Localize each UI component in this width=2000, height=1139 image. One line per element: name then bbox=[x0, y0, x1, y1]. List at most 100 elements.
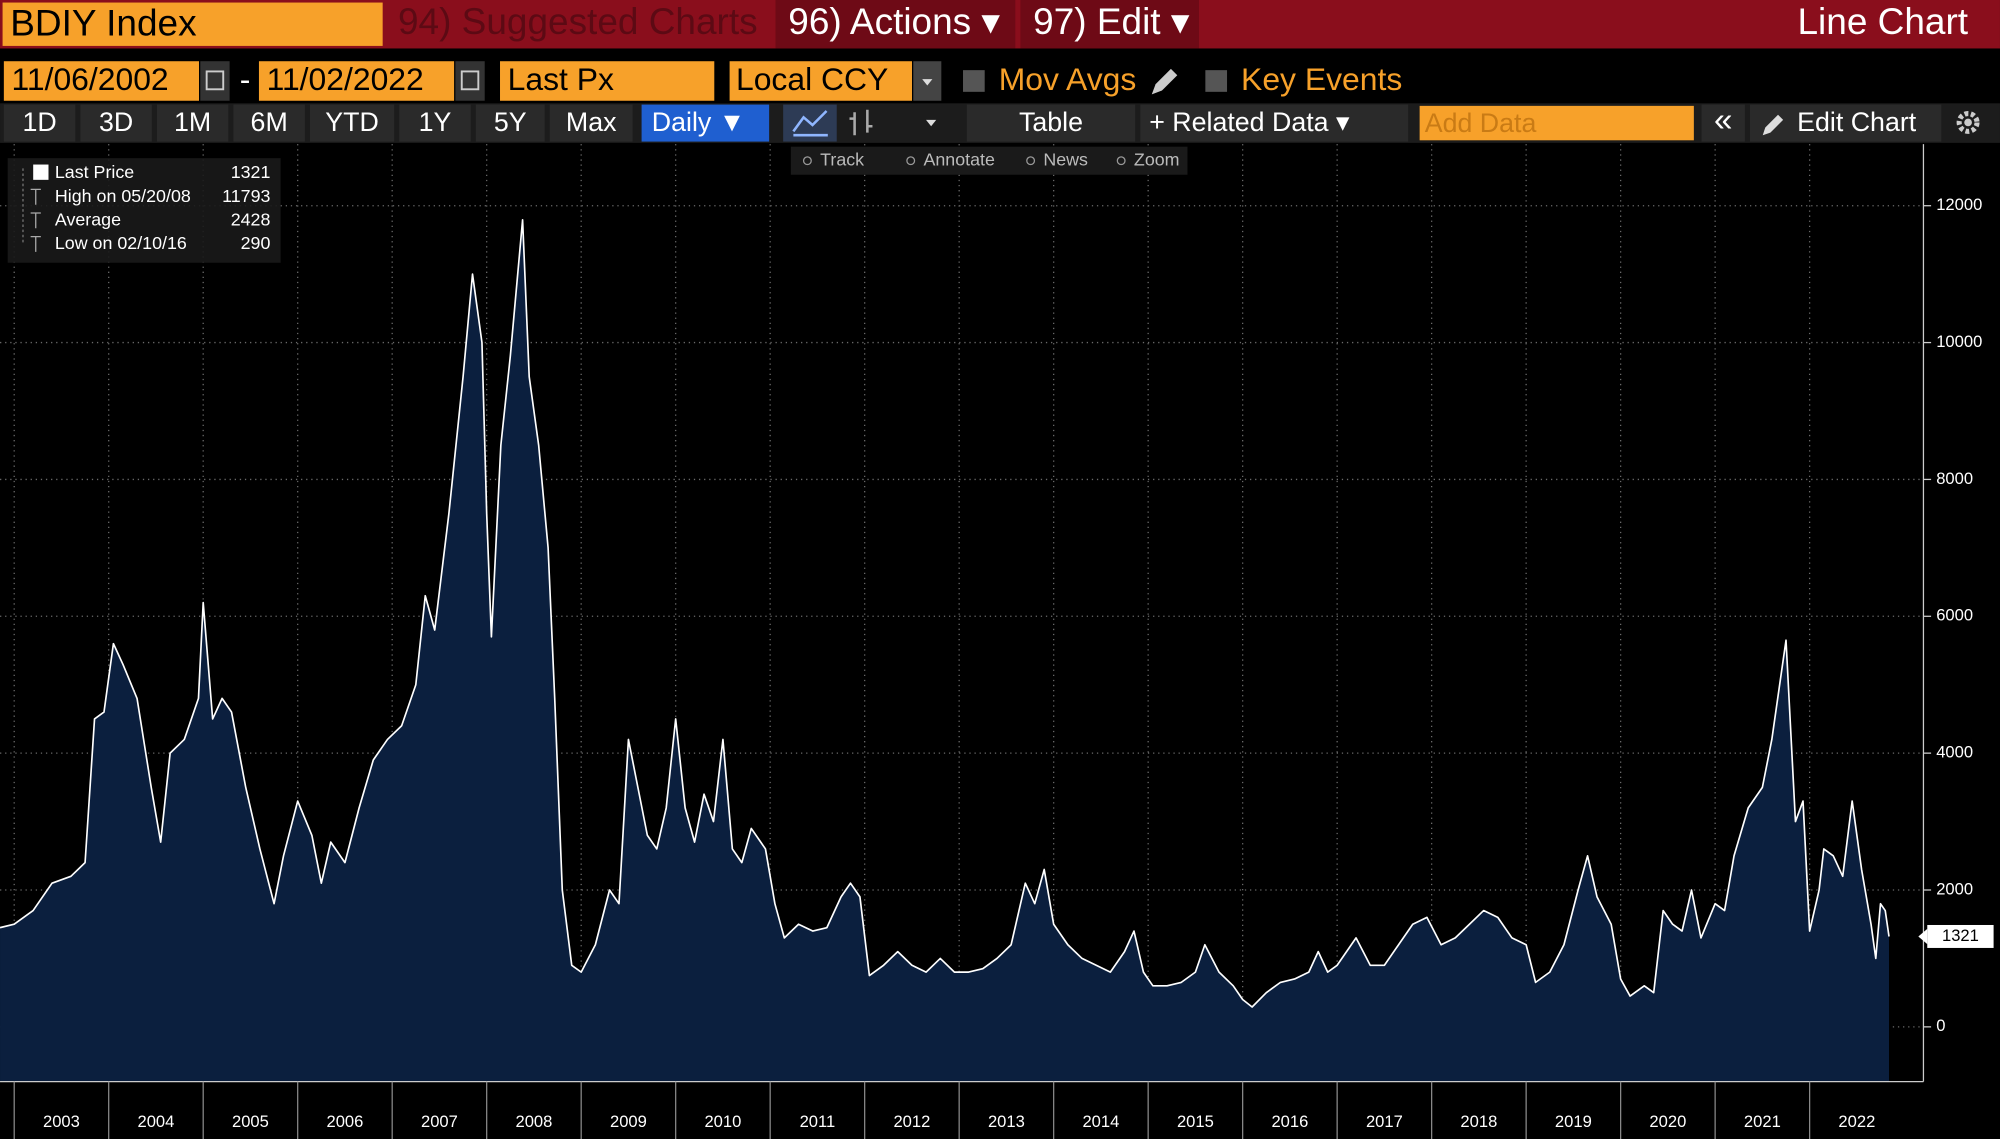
tool-label[interactable]: Track bbox=[820, 149, 864, 169]
period-label[interactable]: 6M bbox=[251, 107, 288, 137]
dropdown-arrow bbox=[922, 79, 933, 86]
view-title: Line Chart bbox=[1798, 1, 1969, 42]
chart-tools: Track Annotate News Zoom bbox=[802, 149, 1180, 169]
x-tick-label: 2021 bbox=[1744, 1112, 1781, 1131]
legend-label: Average bbox=[55, 209, 121, 229]
period-label[interactable]: 3D bbox=[99, 107, 133, 137]
period-button[interactable] bbox=[3, 104, 76, 142]
x-tick-label: 2011 bbox=[800, 1112, 836, 1131]
dropdown-arrow[interactable] bbox=[926, 119, 937, 127]
frequency[interactable]: Daily ▼ bbox=[652, 107, 745, 137]
legend-label: Last Price bbox=[55, 162, 134, 182]
add-data-placeholder[interactable]: Add Data bbox=[1425, 108, 1537, 138]
x-tick-label: 2015 bbox=[1177, 1112, 1214, 1131]
x-tick-label: 2005 bbox=[232, 1112, 269, 1131]
calendar-button[interactable] bbox=[455, 61, 485, 101]
period-button[interactable] bbox=[233, 104, 305, 142]
period-button[interactable] bbox=[156, 104, 229, 142]
collapse[interactable]: « bbox=[1714, 102, 1732, 139]
ticker-box[interactable] bbox=[2, 2, 383, 46]
legend-value: 1321 bbox=[231, 162, 271, 182]
period-button[interactable] bbox=[309, 104, 395, 142]
y-tick-label: 2000 bbox=[1936, 879, 1973, 898]
calendar-button[interactable] bbox=[200, 61, 230, 101]
legend-icon bbox=[30, 188, 41, 205]
start-date-box[interactable] bbox=[3, 61, 200, 101]
tool-icon[interactable] bbox=[906, 156, 916, 166]
legend: Last Price 1321 High on 05/20/08 11793 Avera… bbox=[22, 162, 271, 253]
x-tick-label: 2004 bbox=[138, 1112, 175, 1131]
tool-icon[interactable] bbox=[802, 156, 812, 166]
mov-avgs-checkbox[interactable] bbox=[963, 70, 985, 92]
legend-value: 2428 bbox=[231, 209, 271, 229]
tool-label[interactable]: Zoom bbox=[1134, 149, 1180, 169]
period-button[interactable] bbox=[80, 104, 152, 142]
period-label[interactable]: 1M bbox=[174, 107, 211, 137]
x-tick-label: 2006 bbox=[326, 1112, 363, 1131]
x-tick-label: 2019 bbox=[1555, 1112, 1592, 1131]
y-tick-label: 0 bbox=[1936, 1016, 1945, 1035]
period-button[interactable] bbox=[475, 104, 545, 142]
edit-chart[interactable]: Edit Chart bbox=[1797, 107, 1917, 137]
menu-actions[interactable]: 96) Actions ▾ bbox=[788, 1, 1000, 42]
period-button[interactable] bbox=[549, 104, 633, 142]
area-fill bbox=[0, 219, 1890, 1082]
x-tick-label: 2007 bbox=[421, 1112, 458, 1131]
tool-label[interactable]: News bbox=[1043, 149, 1088, 169]
x-tick-label: 2009 bbox=[610, 1112, 647, 1131]
legend-icon bbox=[30, 212, 41, 229]
currency-box[interactable] bbox=[729, 61, 912, 101]
ticker[interactable]: BDIY Index bbox=[10, 2, 197, 43]
legend-swatch bbox=[33, 164, 49, 180]
settings-icon[interactable] bbox=[1956, 110, 1980, 134]
add-data-input[interactable] bbox=[1419, 105, 1694, 141]
legend-label: High on 05/20/08 bbox=[55, 186, 191, 206]
period-button[interactable] bbox=[399, 104, 471, 142]
period-label[interactable]: 1D bbox=[22, 107, 56, 137]
key-events[interactable]: Key Events bbox=[1241, 61, 1402, 97]
period-buttons: 1D 3D 1M 6M YTD 1Y 5Y Max bbox=[3, 104, 633, 142]
last-value-tag-box bbox=[1927, 924, 1994, 948]
table[interactable]: Table bbox=[1019, 107, 1083, 137]
period-label[interactable]: Max bbox=[566, 107, 617, 137]
end-date[interactable]: 11/02/2022 bbox=[267, 61, 424, 97]
pencil-icon[interactable] bbox=[1151, 68, 1178, 95]
start-date[interactable]: 11/06/2002 bbox=[12, 61, 169, 97]
period-label[interactable]: 5Y bbox=[494, 107, 527, 137]
legend-value: 11793 bbox=[222, 186, 270, 206]
menu-edit-box[interactable] bbox=[1020, 0, 1199, 49]
x-tick-label: 2013 bbox=[988, 1112, 1025, 1131]
y-tick-label: 10000 bbox=[1936, 332, 1982, 351]
settings-icon-center bbox=[1964, 118, 1972, 127]
tool-icon[interactable] bbox=[1026, 156, 1036, 166]
tool-icon[interactable] bbox=[1116, 156, 1126, 166]
y-tick-label: 6000 bbox=[1936, 606, 1973, 625]
line-chart-icon bbox=[792, 110, 828, 137]
plot bbox=[0, 219, 1890, 1082]
related-data-button[interactable] bbox=[1140, 104, 1409, 142]
collapse-button[interactable] bbox=[1701, 104, 1745, 142]
bar-chart-icon[interactable] bbox=[849, 109, 873, 136]
menu-actions-box[interactable] bbox=[775, 0, 1016, 49]
field[interactable]: Last Px bbox=[508, 61, 614, 97]
table-button[interactable] bbox=[966, 104, 1136, 142]
frequency-box[interactable] bbox=[641, 104, 770, 142]
menu-suggested[interactable]: 94) Suggested Charts bbox=[398, 1, 758, 42]
period-label[interactable]: YTD bbox=[325, 107, 379, 137]
pencil-icon bbox=[1762, 114, 1784, 136]
currency[interactable]: Local CCY bbox=[736, 61, 888, 97]
edit-chart-button[interactable] bbox=[1749, 104, 1942, 142]
mov-avgs[interactable]: Mov Avgs bbox=[999, 61, 1137, 97]
tool-label[interactable]: Annotate bbox=[923, 149, 995, 169]
x-tick-label: 2008 bbox=[515, 1112, 552, 1131]
last-value-tag: 1321 bbox=[1942, 926, 1979, 945]
key-events-checkbox[interactable] bbox=[1205, 70, 1228, 92]
menu-edit[interactable]: 97) Edit ▾ bbox=[1033, 1, 1190, 42]
field-box[interactable] bbox=[500, 61, 715, 101]
related-data[interactable]: + Related Data ▾ bbox=[1149, 107, 1350, 137]
y-tick-label: 4000 bbox=[1936, 743, 1973, 762]
period-label[interactable]: 1Y bbox=[419, 107, 452, 137]
x-tick-label: 2014 bbox=[1082, 1112, 1119, 1131]
end-date-box[interactable] bbox=[258, 61, 455, 101]
